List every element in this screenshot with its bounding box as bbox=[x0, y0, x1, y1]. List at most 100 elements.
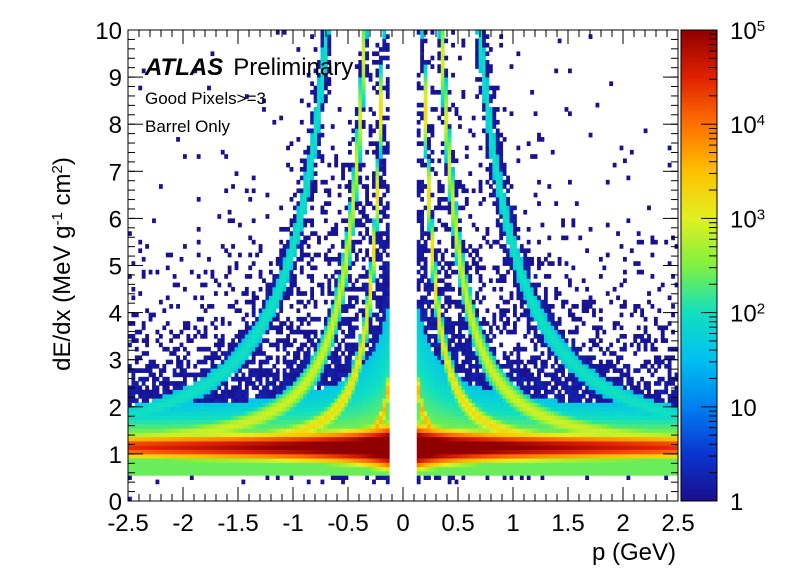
heatmap-cell bbox=[354, 393, 359, 399]
heatmap-cell bbox=[203, 432, 208, 438]
heatmap-cell bbox=[330, 449, 335, 455]
heatmap-cell bbox=[420, 30, 425, 35]
heatmap-cell bbox=[382, 376, 387, 382]
heatmap-cell bbox=[258, 423, 263, 429]
heatmap-cell bbox=[351, 385, 356, 391]
heatmap-cell bbox=[317, 252, 321, 258]
heatmap-cell bbox=[478, 385, 483, 391]
heatmap-cell bbox=[320, 77, 325, 82]
heatmap-cell bbox=[224, 402, 229, 408]
heatmap-cell bbox=[427, 321, 431, 326]
heatmap-cell bbox=[337, 436, 342, 442]
heatmap-cell bbox=[238, 355, 242, 361]
heatmap-cell bbox=[289, 385, 294, 391]
heatmap-cell bbox=[454, 453, 459, 459]
heatmap-cell bbox=[358, 128, 363, 134]
heatmap-cell bbox=[234, 411, 239, 416]
heatmap-cell bbox=[454, 321, 459, 326]
heatmap-cell bbox=[299, 321, 304, 326]
heatmap-cell bbox=[217, 406, 222, 412]
heatmap-cell bbox=[303, 222, 308, 228]
heatmap-cell bbox=[454, 368, 459, 373]
heatmap-cell bbox=[310, 372, 315, 378]
heatmap-cell bbox=[475, 316, 480, 322]
heatmap-cell bbox=[155, 479, 160, 485]
heatmap-cell bbox=[447, 346, 452, 352]
heatmap-cell bbox=[145, 338, 150, 343]
heatmap-cell bbox=[224, 154, 229, 159]
heatmap-cell bbox=[224, 441, 229, 446]
heatmap-cell bbox=[354, 128, 359, 134]
heatmap-cell bbox=[334, 291, 339, 296]
heatmap-cell bbox=[265, 432, 270, 438]
heatmap-cell bbox=[323, 299, 328, 305]
heatmap-cell bbox=[378, 423, 383, 429]
heatmap-cell bbox=[440, 453, 445, 459]
heatmap-cell bbox=[258, 471, 263, 476]
heatmap-cell bbox=[282, 462, 287, 468]
heatmap-cell bbox=[337, 274, 342, 279]
heatmap-cell bbox=[296, 389, 301, 395]
heatmap-cell bbox=[382, 308, 387, 313]
heatmap-cell bbox=[372, 441, 376, 446]
heatmap-cell bbox=[420, 111, 425, 117]
heatmap-cell bbox=[323, 72, 328, 78]
heatmap-cell bbox=[351, 423, 356, 429]
heatmap-cell bbox=[482, 64, 486, 69]
heatmap-cell bbox=[423, 432, 428, 438]
heatmap-cell bbox=[464, 402, 469, 408]
heatmap-cell bbox=[200, 466, 205, 472]
heatmap-cell bbox=[327, 261, 332, 266]
heatmap-cell bbox=[372, 449, 376, 455]
heatmap-cell bbox=[444, 329, 449, 335]
heatmap-cell bbox=[317, 98, 321, 104]
heatmap-cell bbox=[499, 389, 504, 395]
heatmap-cell bbox=[416, 398, 421, 403]
heatmap-cell bbox=[451, 458, 455, 463]
heatmap-cell bbox=[152, 441, 156, 446]
heatmap-cell bbox=[155, 398, 160, 403]
heatmap-cell bbox=[478, 59, 483, 65]
heatmap-cell bbox=[375, 449, 380, 455]
heatmap-cell bbox=[162, 432, 167, 438]
heatmap-cell bbox=[368, 235, 373, 241]
heatmap-cell bbox=[220, 363, 225, 369]
heatmap-cell bbox=[423, 205, 428, 211]
heatmap-cell bbox=[468, 274, 473, 279]
heatmap-cell bbox=[423, 59, 428, 65]
heatmap-cell bbox=[303, 158, 308, 164]
heatmap-cell bbox=[327, 423, 332, 429]
heatmap-cell bbox=[478, 458, 483, 463]
heatmap-cell bbox=[341, 462, 345, 468]
heatmap-cell bbox=[227, 462, 232, 468]
heatmap-cell bbox=[358, 445, 363, 451]
heatmap-cell bbox=[365, 308, 370, 313]
heatmap-cell bbox=[478, 415, 483, 421]
heatmap-cell bbox=[220, 149, 225, 155]
heatmap-cell bbox=[451, 261, 455, 266]
heatmap-cell bbox=[128, 389, 132, 395]
heatmap-cell bbox=[289, 381, 294, 386]
heatmap-cell bbox=[440, 411, 445, 416]
heatmap-cell bbox=[193, 372, 198, 378]
heatmap-cell bbox=[348, 231, 352, 236]
heatmap-cell bbox=[193, 432, 198, 438]
heatmap-cell bbox=[176, 359, 180, 365]
heatmap-cell bbox=[179, 415, 184, 421]
heatmap-cell bbox=[354, 167, 359, 172]
heatmap-cell bbox=[196, 419, 201, 425]
heatmap-cell bbox=[341, 393, 345, 399]
heatmap-cell bbox=[492, 201, 497, 206]
heatmap-cell bbox=[296, 179, 301, 185]
heatmap-cell bbox=[262, 329, 266, 335]
heatmap-cell bbox=[313, 334, 318, 339]
heatmap-cell bbox=[430, 107, 435, 112]
heatmap-cell bbox=[382, 167, 387, 172]
heatmap-cell bbox=[141, 325, 146, 331]
heatmap-cell bbox=[275, 286, 280, 292]
heatmap-cell bbox=[482, 466, 486, 472]
heatmap-cell bbox=[423, 282, 428, 288]
heatmap-cell bbox=[348, 436, 352, 442]
heatmap-cell bbox=[299, 376, 304, 382]
heatmap-cell bbox=[299, 432, 304, 438]
